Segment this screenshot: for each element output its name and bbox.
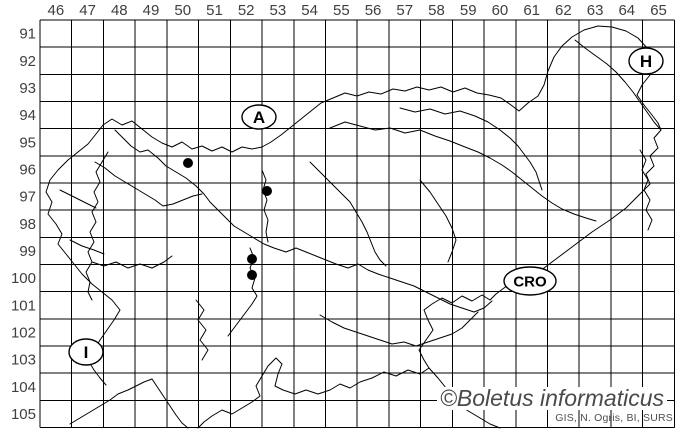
grid-row-labels: 91 92 93 94 95 96 97 98 99 100 101 102 103 104 105 [11,26,36,423]
neighbor-label-h: H [628,47,664,75]
grid-col-label: 54 [301,2,318,19]
neighbor-oval [628,47,664,75]
record-dot-50/96 [183,158,193,168]
grid-col-labels: 46 47 48 49 50 51 52 53 54 55 56 57 58 59 60 61 62 63 64 65 [48,2,667,19]
grid-row-label: 99 [19,243,36,260]
grid-col-label: 51 [206,2,223,19]
record-dots [183,158,272,280]
river-sava [147,149,493,313]
grid-row-label: 101 [11,297,36,314]
copyright-text: ©Boletus informaticus [436,387,667,410]
istria-border [151,378,189,429]
grid-row-label: 105 [11,406,36,423]
neighbor-letter: A [253,108,265,127]
grid-row-label: 92 [19,53,36,70]
grid-row-label: 96 [19,161,36,178]
river-sava-dolinka [114,129,149,153]
grid-col-label: 55 [333,2,350,19]
neighbor-label-cro: CRO [503,266,557,296]
coastline [69,378,153,425]
grid-col-label: 64 [618,2,635,19]
grid-row-label: 91 [19,26,36,43]
grid-row-label: 104 [11,379,36,396]
grid-col-label: 65 [650,2,667,19]
neighbor-oval [503,266,557,296]
record-dot-52/99 [247,254,257,264]
grid-row-label: 95 [19,134,36,151]
alpine-stream-1 [59,189,97,209]
grid-col-label: 61 [523,2,540,19]
grid-col-label: 47 [79,2,96,19]
river-pesnica [399,107,543,191]
grid-row-label: 94 [19,107,36,124]
grid-row-label: 100 [11,270,36,287]
grid-col-label: 59 [460,2,477,19]
neighbor-letter: I [84,343,89,362]
grid-col-label: 52 [238,2,255,19]
neighbor-letter: H [640,52,652,71]
river-soca [85,151,109,301]
grid-col-label: 53 [270,2,287,19]
grid-col-label: 49 [143,2,160,19]
record-dot-53/97 [262,186,272,196]
map-paths [45,25,662,429]
river-krka [319,311,479,347]
grid-row-label: 98 [19,216,36,233]
grid-lines [39,19,675,429]
alpine-stream-2 [69,239,105,255]
grid-col-label: 60 [492,2,509,19]
ne-stream [639,149,653,231]
river-ljubljanica [227,247,258,337]
neighbor-letter: CRO [513,273,547,290]
border-croatia-east [197,129,662,429]
neighbor-oval [68,338,104,366]
notranjska-stream [195,299,209,361]
grid-col-label: 50 [174,2,191,19]
record-dot-52/100 [247,270,257,280]
attribution-text: GIS, N. Ogris, BI, SURS [555,412,673,424]
river-mirna [419,179,457,263]
grid-row-label: 103 [11,352,36,369]
river-savinja [309,161,387,267]
grid-col-label: 63 [587,2,604,19]
river-mura [574,39,661,130]
grid-col-label: 57 [396,2,413,19]
neighbor-label-i: I [68,338,104,366]
grid-row-label: 97 [19,189,36,206]
grid-col-label: 58 [428,2,445,19]
grid-col-label: 46 [48,2,65,19]
river-sava-bohinjka [94,161,203,207]
grid-row-label: 93 [19,80,36,97]
grid-col-label: 48 [111,2,128,19]
border-austria-north [102,25,662,153]
river-drava [329,121,597,222]
neighbor-oval [241,104,277,130]
neighbor-country-labels: A H CRO I [68,47,664,366]
river-idrijca [91,255,173,269]
river-kamniska-bistrica [261,169,269,243]
grid-col-label: 62 [555,2,572,19]
grid-col-label: 56 [365,2,382,19]
neighbor-label-a: A [241,104,277,130]
grid-row-label: 102 [11,324,36,341]
